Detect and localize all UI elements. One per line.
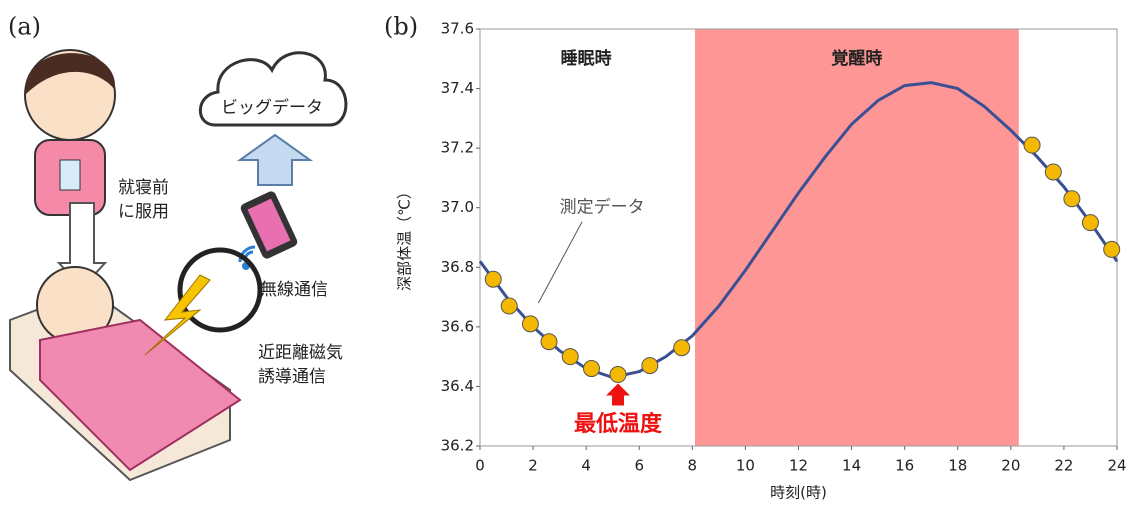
data-point xyxy=(1045,164,1061,180)
annotation: 測定データ xyxy=(560,197,645,218)
y-tick-label: 37.2 xyxy=(441,139,474,157)
shaded-region xyxy=(695,29,1019,446)
data-point xyxy=(1064,191,1080,207)
data-point xyxy=(674,340,690,356)
x-tick-label: 22 xyxy=(1054,457,1073,475)
y-tick-label: 37.0 xyxy=(441,198,474,216)
x-axis-label: 時刻(時) xyxy=(770,484,827,502)
panel-label: (a) xyxy=(8,13,41,41)
x-tick-label: 0 xyxy=(475,457,485,475)
data-point xyxy=(1082,215,1098,231)
data-point xyxy=(1104,241,1120,257)
x-tick-label: 16 xyxy=(895,457,914,475)
data-point xyxy=(522,316,538,332)
x-tick-label: 4 xyxy=(581,457,591,475)
up-arrow xyxy=(240,135,310,185)
x-tick-label: 12 xyxy=(789,457,808,475)
region-label: 睡眠時 xyxy=(561,48,612,69)
x-tick-label: 8 xyxy=(688,457,698,475)
wireless-text: 無線通信 xyxy=(260,280,328,300)
y-tick-label: 36.2 xyxy=(441,437,474,455)
data-point xyxy=(485,271,501,287)
x-tick-label: 14 xyxy=(842,457,861,475)
data-point xyxy=(610,367,626,383)
glass xyxy=(60,160,80,190)
y-tick-label: 37.6 xyxy=(441,20,474,38)
nfc-2: 誘導通信 xyxy=(258,367,326,387)
data-point xyxy=(562,349,578,365)
before-sleep-1: 就寝前 xyxy=(118,177,169,198)
region-label: 覚醒時 xyxy=(831,48,882,69)
x-tick-label: 2 xyxy=(528,457,538,475)
x-tick-label: 10 xyxy=(736,457,755,475)
x-tick-label: 20 xyxy=(1001,457,1020,475)
y-tick-label: 36.6 xyxy=(441,317,474,335)
data-point xyxy=(541,334,557,350)
x-tick-label: 24 xyxy=(1107,457,1126,475)
y-tick-label: 36.8 xyxy=(441,258,474,276)
figure: (a) ビッグデータ 無線通信 就寝前 に服用 近距離磁気 誘導通信 (b) 3… xyxy=(0,0,1132,506)
before-sleep-2: に服用 xyxy=(118,202,169,222)
panel-a: (a) ビッグデータ 無線通信 就寝前 に服用 近距離磁気 誘導通信 xyxy=(8,13,346,481)
y-axis-label: 深部体温（℃） xyxy=(396,184,414,291)
panel-label: (b) xyxy=(384,13,418,41)
annotation: 最低温度 xyxy=(574,411,663,437)
data-point xyxy=(1024,137,1040,153)
data-point xyxy=(642,358,658,374)
y-tick-label: 37.4 xyxy=(441,79,474,97)
cloud-text: ビッグデータ xyxy=(221,97,323,118)
x-tick-label: 6 xyxy=(634,457,644,475)
x-tick-label: 18 xyxy=(948,457,967,475)
y-tick-label: 36.4 xyxy=(441,377,474,395)
data-point xyxy=(501,298,517,314)
annotation-arrow xyxy=(538,222,582,303)
data-point xyxy=(583,361,599,377)
nfc-1: 近距離磁気 xyxy=(258,343,343,363)
annotation-arrow xyxy=(606,383,630,405)
